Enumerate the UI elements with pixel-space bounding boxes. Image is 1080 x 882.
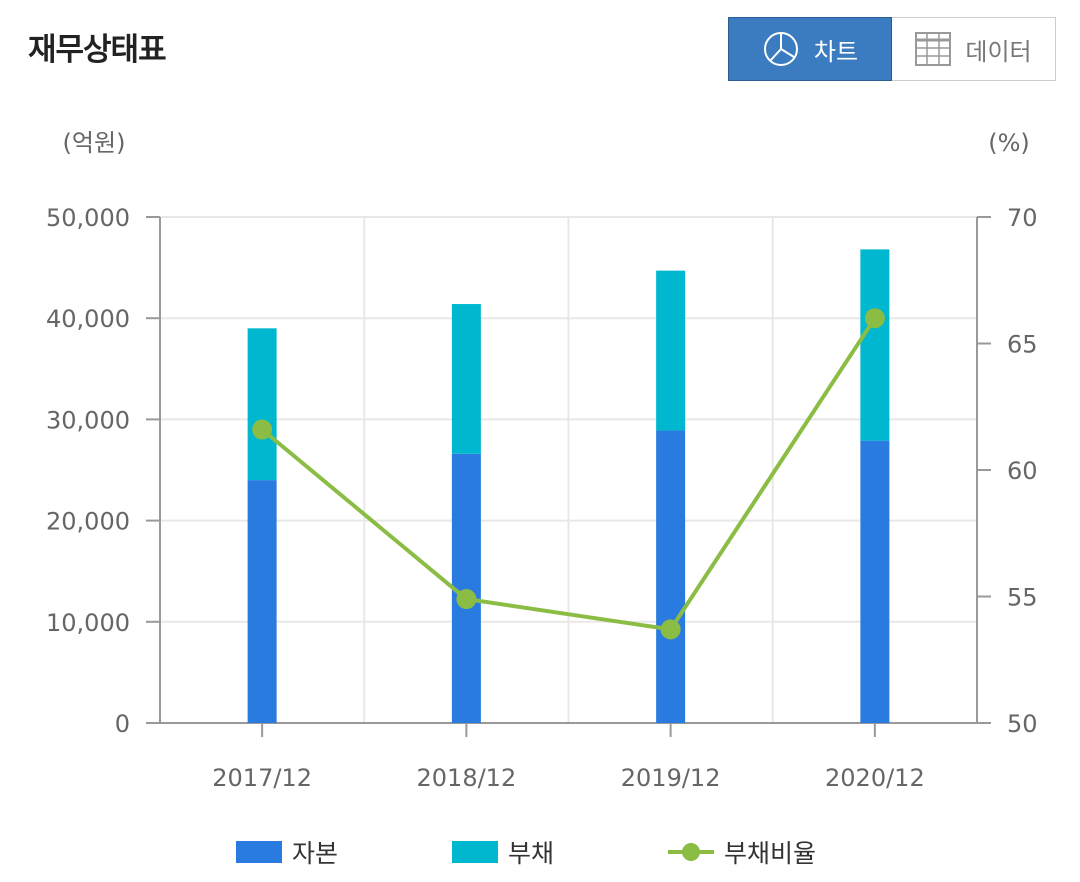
right-axis-tick-label: 70 bbox=[1007, 204, 1038, 232]
table-grid-icon bbox=[915, 32, 952, 66]
chart-legend: 자본 부채 부채비율 bbox=[0, 832, 1080, 872]
financial-chart: 0 10,000 20,000 30,000 40,000 50,000 50 55 60 65 7… bbox=[46, 129, 1038, 792]
right-axis-tick-label: 60 bbox=[1007, 457, 1038, 485]
chart-view-button[interactable]: 차트 bbox=[728, 17, 892, 81]
right-axis-tick-label: 65 bbox=[1007, 331, 1038, 359]
legend-swatch-debt-ratio bbox=[668, 843, 714, 861]
legend-label-liabilities: 부채 bbox=[508, 839, 555, 868]
bar-liabilities bbox=[451, 304, 481, 454]
data-view-button[interactable]: 데이터 bbox=[892, 17, 1056, 81]
point-debt-ratio bbox=[252, 419, 273, 440]
legend-swatch-liabilities bbox=[452, 841, 498, 863]
bar-capital bbox=[247, 480, 277, 723]
data-view-label: 데이터 bbox=[965, 37, 1032, 66]
chart-view-label: 차트 bbox=[813, 37, 859, 66]
legend-dot-debt-ratio bbox=[682, 843, 700, 861]
legend-label-debt-ratio: 부채비율 bbox=[724, 839, 817, 868]
left-axis-tick-label: 30,000 bbox=[46, 406, 130, 434]
bar-capital bbox=[860, 440, 890, 723]
point-debt-ratio bbox=[456, 589, 477, 610]
line-debt-ratio bbox=[260, 317, 877, 632]
x-axis-tick-label: 2020/12 bbox=[825, 764, 925, 792]
page-title: 재무상태표 bbox=[28, 32, 167, 68]
pie-chart-icon bbox=[763, 32, 798, 66]
right-axis-tick-label: 55 bbox=[1007, 584, 1038, 612]
x-axis-tick-label: 2017/12 bbox=[212, 764, 312, 792]
legend-item-liabilities[interactable]: 부채 bbox=[452, 832, 554, 872]
left-axis-tick-label: 40,000 bbox=[46, 305, 130, 333]
point-debt-ratio bbox=[864, 308, 885, 329]
x-axis-tick-label: 2018/12 bbox=[417, 764, 517, 792]
bar-liabilities bbox=[247, 328, 277, 481]
left-axis-tick-label: 20,000 bbox=[46, 508, 130, 536]
right-axis-unit-label: (%) bbox=[988, 129, 1030, 157]
bar-liabilities bbox=[656, 270, 686, 431]
bar-liabilities bbox=[860, 249, 890, 441]
left-axis-tick-label: 10,000 bbox=[46, 609, 130, 637]
x-axis-tick-label: 2019/12 bbox=[621, 764, 721, 792]
right-axis-tick-label: 50 bbox=[1007, 710, 1038, 738]
bar-capital bbox=[656, 430, 686, 723]
left-axis-unit-label: (억원) bbox=[63, 129, 126, 157]
left-axis-tick-label: 50,000 bbox=[46, 204, 130, 232]
point-debt-ratio bbox=[660, 619, 681, 640]
legend-label-capital: 자본 bbox=[292, 839, 339, 868]
legend-swatch-capital bbox=[236, 841, 282, 863]
legend-item-capital[interactable]: 자본 bbox=[236, 832, 338, 872]
view-toggle: 차트 데이터 bbox=[728, 17, 1056, 83]
bar-capital bbox=[451, 453, 481, 723]
left-axis-tick-label: 0 bbox=[115, 710, 130, 738]
legend-item-debt-ratio[interactable]: 부채비율 bbox=[668, 832, 816, 872]
